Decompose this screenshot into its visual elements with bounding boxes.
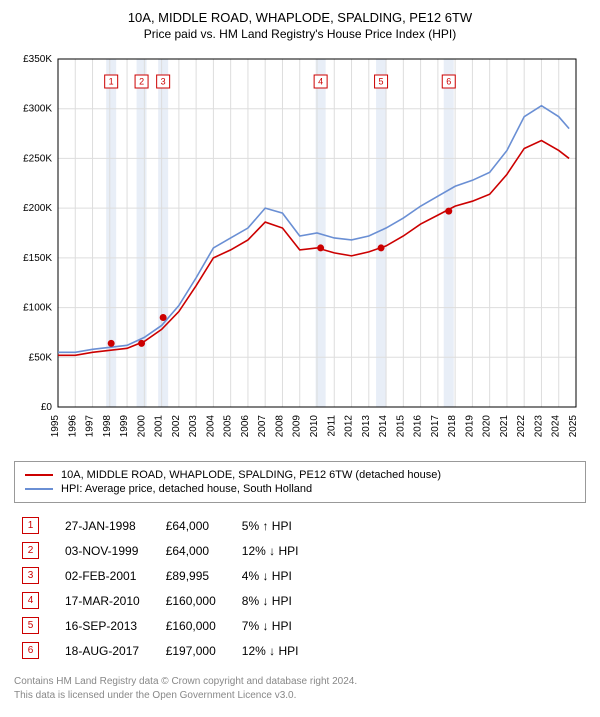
event-marker: 2 bbox=[22, 542, 39, 559]
event-delta: 7% ↓ HPI bbox=[234, 613, 317, 638]
event-marker: 6 bbox=[22, 642, 39, 659]
svg-text:2002: 2002 bbox=[171, 415, 182, 438]
svg-text:1999: 1999 bbox=[119, 415, 130, 438]
svg-text:4: 4 bbox=[318, 77, 323, 87]
event-price: £197,000 bbox=[158, 638, 234, 663]
event-date: 02-FEB-2001 bbox=[57, 563, 158, 588]
svg-text:2024: 2024 bbox=[551, 415, 562, 438]
svg-text:5: 5 bbox=[379, 77, 384, 87]
event-row: 5 16-SEP-2013£160,0007% ↓ HPI bbox=[14, 613, 316, 638]
svg-text:2011: 2011 bbox=[326, 415, 337, 437]
svg-text:2006: 2006 bbox=[240, 415, 251, 438]
svg-text:1996: 1996 bbox=[67, 415, 78, 438]
svg-text:£50K: £50K bbox=[29, 352, 53, 363]
event-row: 1 27-JAN-1998£64,0005% ↑ HPI bbox=[14, 513, 316, 538]
svg-text:2022: 2022 bbox=[516, 415, 527, 438]
svg-text:3: 3 bbox=[161, 77, 166, 87]
legend-label: 10A, MIDDLE ROAD, WHAPLODE, SPALDING, PE… bbox=[61, 469, 441, 481]
event-price: £160,000 bbox=[158, 613, 234, 638]
svg-text:1995: 1995 bbox=[50, 415, 61, 438]
svg-text:2013: 2013 bbox=[361, 415, 372, 438]
legend-item: 10A, MIDDLE ROAD, WHAPLODE, SPALDING, PE… bbox=[25, 468, 575, 482]
svg-text:2014: 2014 bbox=[378, 415, 389, 438]
event-row: 6 18-AUG-2017£197,00012% ↓ HPI bbox=[14, 638, 316, 663]
event-price: £64,000 bbox=[158, 538, 234, 563]
svg-text:£150K: £150K bbox=[23, 253, 52, 264]
event-delta: 4% ↓ HPI bbox=[234, 563, 317, 588]
chart-title: 10A, MIDDLE ROAD, WHAPLODE, SPALDING, PE… bbox=[14, 10, 586, 25]
svg-text:2020: 2020 bbox=[482, 415, 493, 438]
svg-text:2003: 2003 bbox=[188, 415, 199, 438]
event-delta: 12% ↓ HPI bbox=[234, 638, 317, 663]
event-row: 2 03-NOV-1999£64,00012% ↓ HPI bbox=[14, 538, 316, 563]
svg-text:1997: 1997 bbox=[85, 415, 96, 438]
svg-text:2016: 2016 bbox=[413, 415, 424, 438]
legend-label: HPI: Average price, detached house, Sout… bbox=[61, 483, 312, 495]
svg-text:2019: 2019 bbox=[464, 415, 475, 438]
event-row: 3 02-FEB-2001£89,9954% ↓ HPI bbox=[14, 563, 316, 588]
footer-line: Contains HM Land Registry data © Crown c… bbox=[14, 675, 586, 689]
events-table: 127-JAN-1998£64,0005% ↑ HPI203-NOV-1999£… bbox=[14, 513, 316, 663]
svg-text:2021: 2021 bbox=[499, 415, 510, 438]
svg-text:1998: 1998 bbox=[102, 415, 113, 438]
chart-container: 10A, MIDDLE ROAD, WHAPLODE, SPALDING, PE… bbox=[0, 0, 600, 717]
svg-text:£200K: £200K bbox=[23, 203, 52, 214]
footer-line: This data is licensed under the Open Gov… bbox=[14, 689, 586, 703]
svg-text:2010: 2010 bbox=[309, 415, 320, 438]
footer-attribution: Contains HM Land Registry data © Crown c… bbox=[14, 675, 586, 703]
event-price: £160,000 bbox=[158, 588, 234, 613]
event-marker: 3 bbox=[22, 567, 39, 584]
svg-text:2015: 2015 bbox=[395, 415, 406, 438]
svg-text:2007: 2007 bbox=[257, 415, 268, 438]
event-row: 4 17-MAR-2010£160,0008% ↓ HPI bbox=[14, 588, 316, 613]
svg-text:2001: 2001 bbox=[154, 415, 165, 438]
svg-text:2023: 2023 bbox=[533, 415, 544, 438]
svg-text:2: 2 bbox=[139, 77, 144, 87]
svg-text:2017: 2017 bbox=[430, 415, 441, 438]
svg-text:2008: 2008 bbox=[274, 415, 285, 438]
event-marker: 4 bbox=[22, 592, 39, 609]
event-date: 27-JAN-1998 bbox=[57, 513, 158, 538]
chart-subtitle: Price paid vs. HM Land Registry's House … bbox=[14, 27, 586, 41]
svg-text:2005: 2005 bbox=[223, 415, 234, 438]
svg-text:2000: 2000 bbox=[136, 415, 147, 438]
legend-swatch bbox=[25, 474, 53, 476]
event-date: 16-SEP-2013 bbox=[57, 613, 158, 638]
chart-area: £0 £50K £100K £150K £200K £250K £300K £350K 1995… bbox=[14, 51, 586, 451]
line-chart-svg: £0 £50K £100K £150K £200K £250K £300K £350K 1995… bbox=[14, 51, 586, 451]
event-marker: 5 bbox=[22, 617, 39, 634]
svg-text:£0: £0 bbox=[41, 402, 53, 413]
event-date: 17-MAR-2010 bbox=[57, 588, 158, 613]
event-delta: 8% ↓ HPI bbox=[234, 588, 317, 613]
svg-text:2009: 2009 bbox=[292, 415, 303, 438]
legend-item: HPI: Average price, detached house, Sout… bbox=[25, 482, 575, 496]
legend: 10A, MIDDLE ROAD, WHAPLODE, SPALDING, PE… bbox=[14, 461, 586, 503]
event-price: £89,995 bbox=[158, 563, 234, 588]
svg-text:2012: 2012 bbox=[344, 415, 355, 438]
event-delta: 12% ↓ HPI bbox=[234, 538, 317, 563]
svg-text:£300K: £300K bbox=[23, 104, 52, 115]
svg-text:£350K: £350K bbox=[23, 54, 52, 65]
svg-text:£250K: £250K bbox=[23, 153, 52, 164]
svg-text:2004: 2004 bbox=[205, 415, 216, 438]
legend-swatch bbox=[25, 488, 53, 490]
svg-text:2025: 2025 bbox=[568, 415, 579, 438]
event-delta: 5% ↑ HPI bbox=[234, 513, 317, 538]
svg-text:2018: 2018 bbox=[447, 415, 458, 438]
svg-text:£100K: £100K bbox=[23, 303, 52, 314]
event-price: £64,000 bbox=[158, 513, 234, 538]
svg-text:6: 6 bbox=[446, 77, 451, 87]
event-date: 03-NOV-1999 bbox=[57, 538, 158, 563]
event-marker: 1 bbox=[22, 517, 39, 534]
svg-text:1: 1 bbox=[109, 77, 114, 87]
event-date: 18-AUG-2017 bbox=[57, 638, 158, 663]
